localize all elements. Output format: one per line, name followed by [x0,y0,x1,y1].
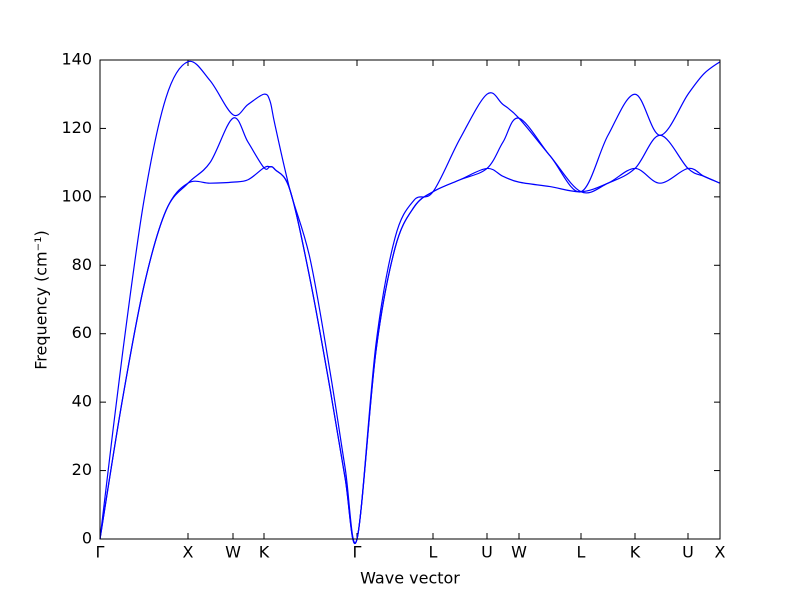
y-tick-label: 0 [82,529,92,548]
x-tick-label: L [577,543,586,562]
x-tick-label: W [511,543,527,562]
x-tick-label: Γ [96,543,105,562]
x-tick-label: W [225,543,241,562]
plot-frame [99,59,721,540]
y-axis-label: Frequency (cm⁻¹) [32,230,51,369]
x-tick-label: K [259,543,270,562]
x-tick-label: U [481,543,493,562]
x-axis-label: Wave vector [360,569,460,588]
x-tick-label: Γ [353,543,362,562]
x-tick-label: X [715,543,726,562]
x-tick-label: U [682,543,694,562]
x-tick-label: X [183,543,194,562]
y-tick-label: 120 [61,118,92,137]
x-tick-label: L [429,543,438,562]
y-tick-label: 60 [72,323,92,342]
y-tick-label: 100 [61,186,92,205]
band-line [99,60,721,544]
y-tick-label: 140 [61,50,92,69]
x-tick-label: K [630,543,641,562]
y-tick-label: 40 [72,392,92,411]
y-tick-label: 20 [72,460,92,479]
y-tick-label: 80 [72,255,92,274]
